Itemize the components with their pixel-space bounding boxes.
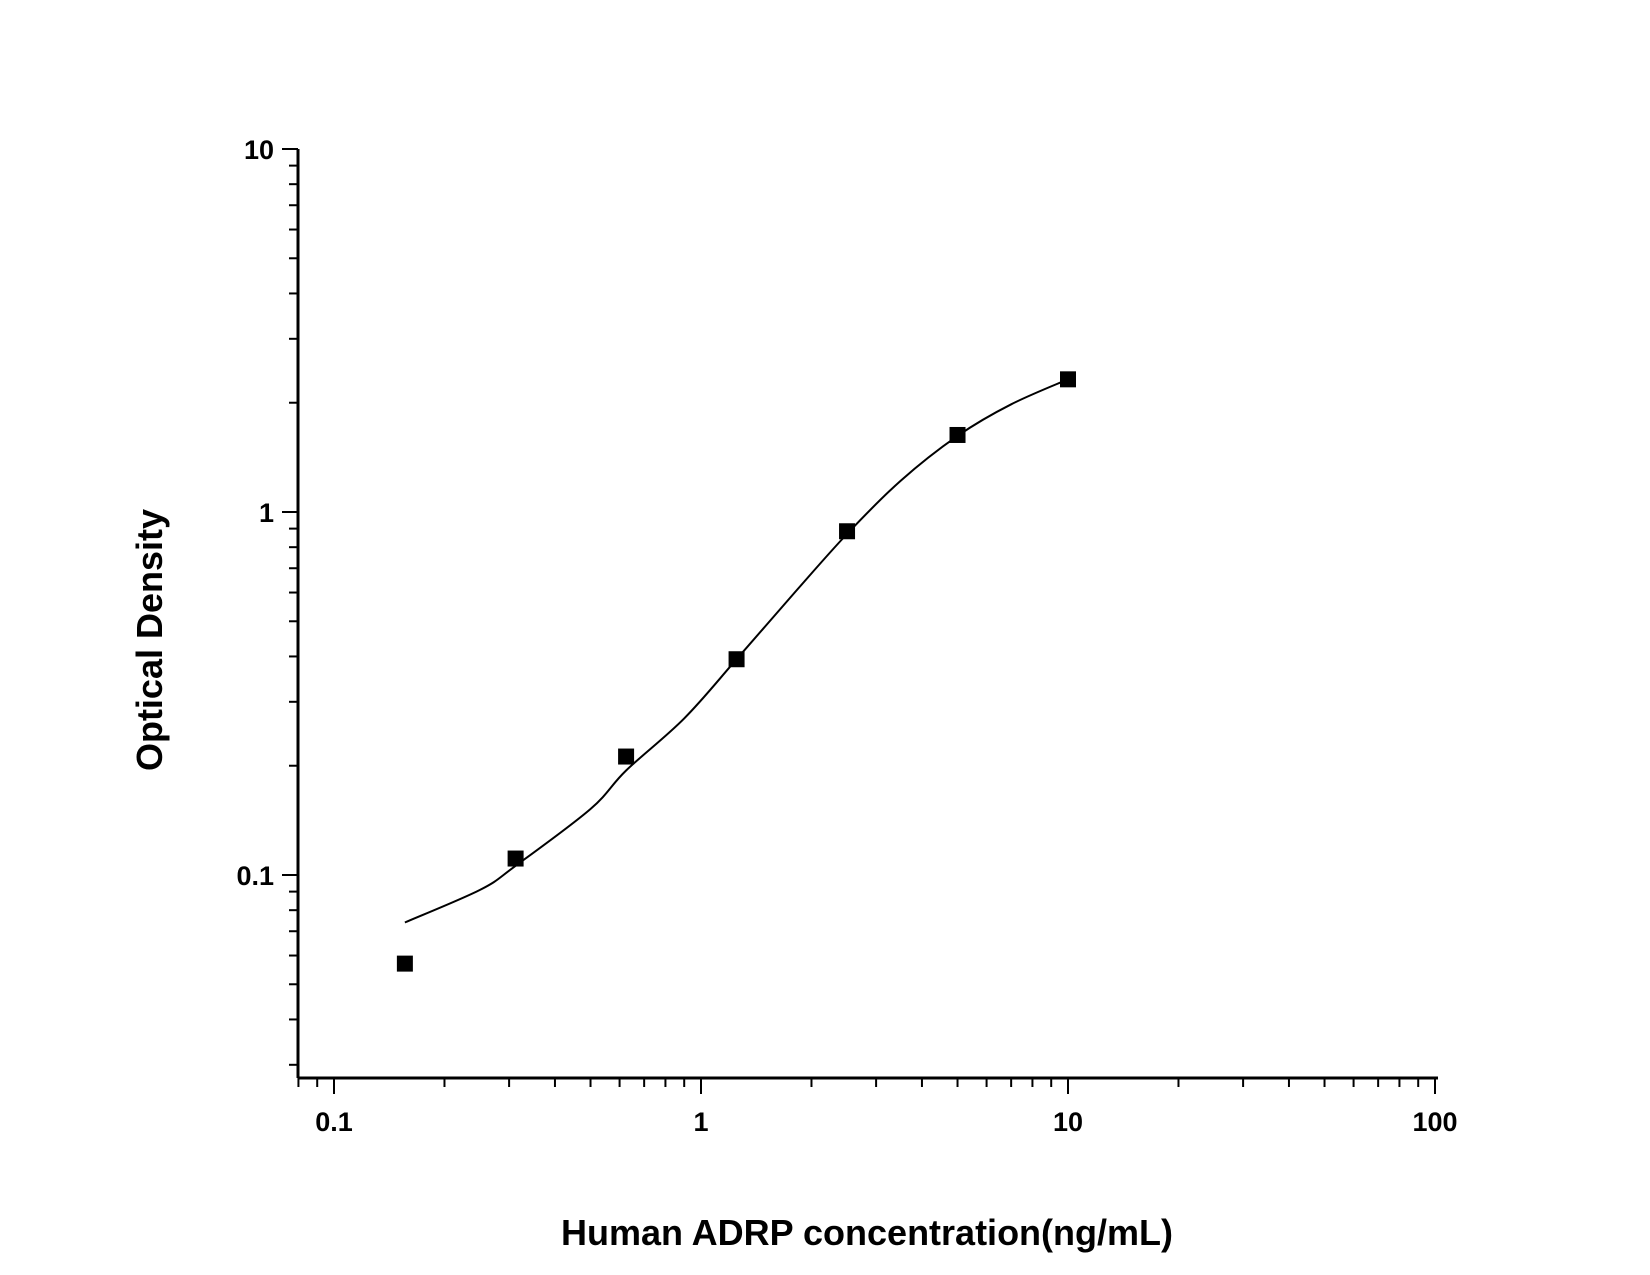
axes [296,149,1438,1080]
x-tick-label: 100 [1412,1107,1457,1137]
y-tick-label: 0.1 [236,861,274,891]
data-point [949,426,966,443]
y-axis-title: Optical Density [129,509,170,771]
ticks: 0.1 1 10 100 0.1 1 10 [236,135,1457,1137]
x-axis-title: Human ADRP concentration(ng/mL) [561,1212,1173,1253]
x-tick-label: 0.1 [315,1107,353,1137]
x-tick-label: 1 [693,1107,708,1137]
data-point [1060,371,1076,388]
x-tick-label: 10 [1053,1107,1083,1137]
y-tick-label: 10 [244,135,274,165]
fit-curve [404,378,1069,924]
data-point [396,955,413,972]
data-point [618,748,635,765]
data-point [507,850,524,867]
data-point [839,523,856,540]
y-tick-label: 1 [259,498,274,528]
fit-curve-layer [404,378,1069,924]
data-points-layer [396,371,1076,972]
data-point [728,651,745,668]
